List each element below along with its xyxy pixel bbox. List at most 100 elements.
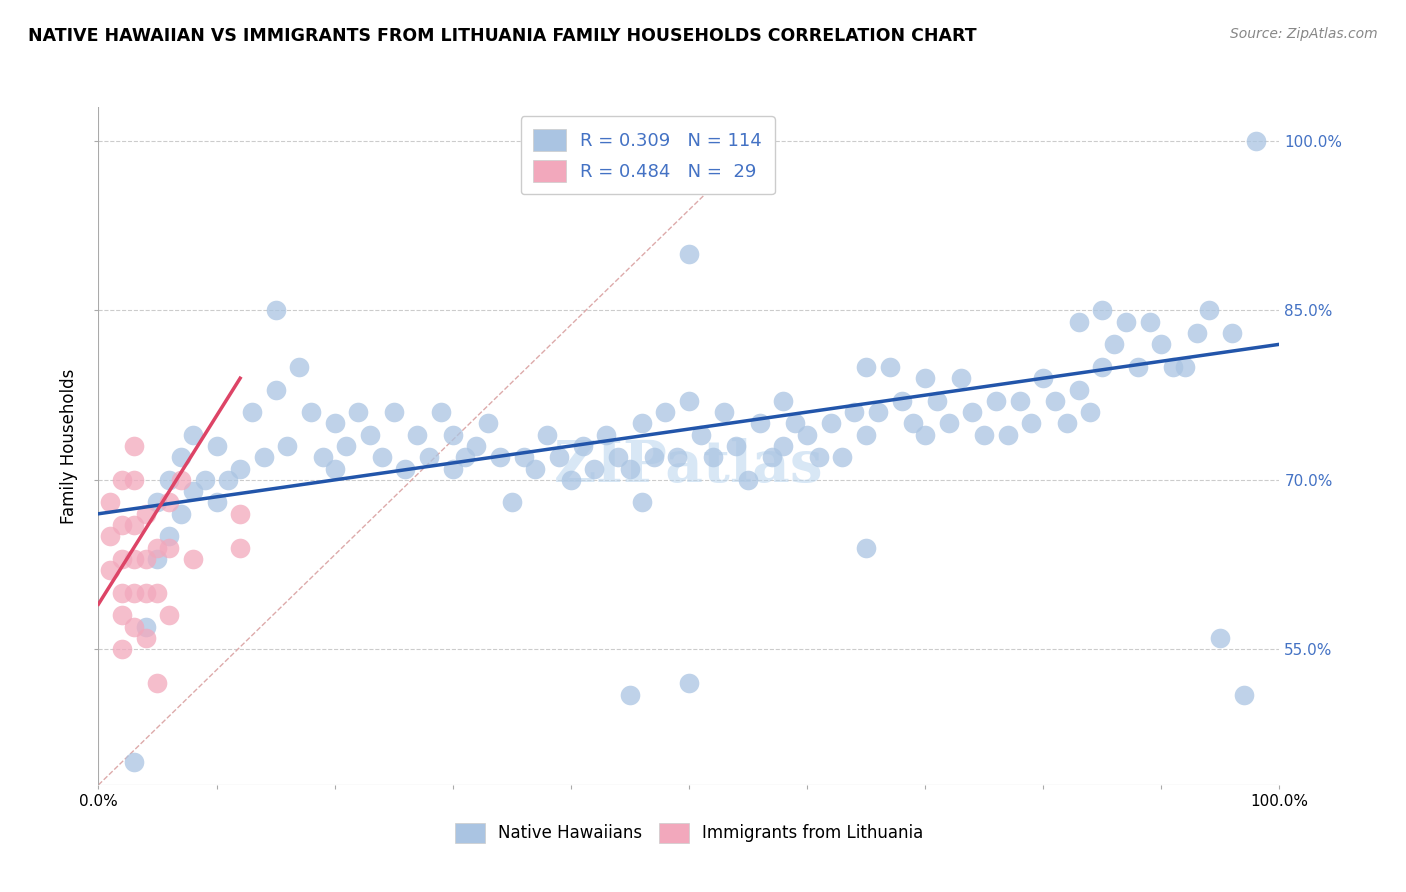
Point: [194, 473, 217, 487]
Point: [323, 461, 346, 475]
Point: [1091, 359, 1114, 374]
Point: [111, 518, 134, 533]
Point: [1080, 405, 1102, 419]
Point: [1150, 337, 1173, 351]
Point: [903, 417, 925, 431]
Point: [984, 393, 1007, 408]
Point: [1126, 359, 1149, 374]
Point: [678, 676, 700, 690]
Point: [406, 427, 429, 442]
Point: [879, 359, 901, 374]
Point: [512, 450, 534, 465]
Point: [146, 586, 169, 600]
Point: [98, 529, 121, 543]
Point: [489, 450, 512, 465]
Point: [111, 473, 134, 487]
Point: [855, 359, 877, 374]
Point: [122, 518, 145, 533]
Point: [229, 507, 252, 521]
Point: [347, 405, 370, 419]
Point: [1233, 688, 1256, 702]
Point: [1244, 134, 1267, 148]
Point: [288, 359, 311, 374]
Text: ZIPatlas: ZIPatlas: [554, 438, 824, 494]
Point: [796, 427, 818, 442]
Point: [866, 405, 889, 419]
Point: [619, 461, 641, 475]
Point: [1174, 359, 1197, 374]
Point: [1198, 303, 1220, 318]
Point: [1209, 631, 1232, 645]
Point: [560, 473, 582, 487]
Point: [170, 507, 193, 521]
Point: [111, 608, 134, 623]
Point: [524, 461, 547, 475]
Point: [855, 427, 877, 442]
Point: [264, 303, 287, 318]
Point: [264, 383, 287, 397]
Point: [630, 495, 652, 509]
Point: [335, 439, 357, 453]
Point: [607, 450, 630, 465]
Point: [666, 450, 689, 465]
Point: [702, 450, 724, 465]
Point: [548, 450, 571, 465]
Point: [453, 450, 475, 465]
Legend: Native Hawaiians, Immigrants from Lithuania: Native Hawaiians, Immigrants from Lithua…: [446, 814, 932, 851]
Point: [170, 450, 193, 465]
Point: [98, 495, 121, 509]
Point: [146, 676, 169, 690]
Point: [713, 405, 735, 419]
Point: [394, 461, 416, 475]
Point: [146, 541, 169, 555]
Point: [1091, 303, 1114, 318]
Point: [890, 393, 912, 408]
Point: [135, 552, 157, 566]
Point: [536, 427, 558, 442]
Point: [571, 439, 593, 453]
Point: [122, 552, 145, 566]
Point: [240, 405, 263, 419]
Point: [1067, 315, 1090, 329]
Point: [1161, 359, 1184, 374]
Point: [1032, 371, 1054, 385]
Point: [111, 642, 134, 657]
Point: [157, 608, 180, 623]
Text: NATIVE HAWAIIAN VS IMMIGRANTS FROM LITHUANIA FAMILY HOUSEHOLDS CORRELATION CHART: NATIVE HAWAIIAN VS IMMIGRANTS FROM LITHU…: [28, 27, 977, 45]
Point: [807, 450, 830, 465]
Point: [737, 473, 759, 487]
Point: [654, 405, 676, 419]
Point: [122, 473, 145, 487]
Point: [312, 450, 335, 465]
Point: [111, 586, 134, 600]
Point: [619, 688, 641, 702]
Point: [146, 552, 169, 566]
Point: [477, 417, 499, 431]
Point: [643, 450, 665, 465]
Point: [122, 439, 145, 453]
Point: [98, 563, 121, 577]
Point: [441, 427, 464, 442]
Point: [725, 439, 748, 453]
Point: [229, 541, 252, 555]
Point: [501, 495, 523, 509]
Point: [157, 529, 180, 543]
Point: [276, 439, 298, 453]
Point: [1008, 393, 1031, 408]
Point: [914, 427, 936, 442]
Point: [229, 461, 252, 475]
Point: [925, 393, 948, 408]
Point: [135, 586, 157, 600]
Point: [962, 405, 984, 419]
Y-axis label: Family Households: Family Households: [60, 368, 79, 524]
Point: [1102, 337, 1125, 351]
Point: [253, 450, 276, 465]
Point: [217, 473, 239, 487]
Point: [122, 620, 145, 634]
Point: [820, 417, 842, 431]
Point: [157, 541, 180, 555]
Point: [748, 417, 770, 431]
Point: [299, 405, 322, 419]
Text: Source: ZipAtlas.com: Source: ZipAtlas.com: [1230, 27, 1378, 41]
Point: [1056, 417, 1078, 431]
